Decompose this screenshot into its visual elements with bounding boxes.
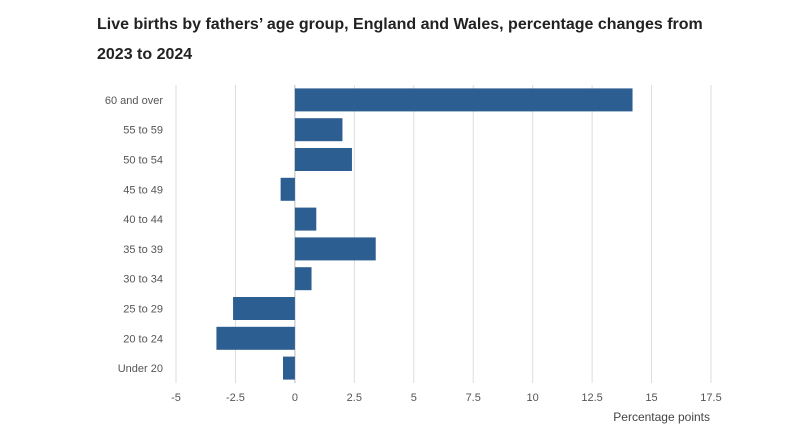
category-label: Under 20: [118, 363, 163, 375]
bar: [294, 118, 343, 142]
category-label: 55 to 59: [123, 125, 163, 137]
category-label: 35 to 39: [123, 244, 163, 256]
x-tick-label: 10: [527, 392, 539, 404]
category-label: 50 to 54: [123, 155, 163, 167]
x-tick-label: 0: [292, 392, 298, 404]
x-tick-label: 15: [645, 392, 657, 404]
bar: [294, 207, 317, 231]
category-label: 60 and over: [105, 95, 163, 107]
bar: [294, 88, 633, 112]
bar: [294, 267, 312, 291]
bar: [294, 148, 352, 171]
bar: [280, 177, 295, 201]
bar: [294, 237, 376, 261]
x-tick-label: 17.5: [700, 392, 721, 404]
category-label: 20 to 24: [123, 333, 163, 345]
category-label: 25 to 29: [123, 304, 163, 316]
bars: [216, 88, 633, 380]
chart-title: Live births by fathers’ age group, Engla…: [97, 16, 703, 63]
bar: [283, 356, 295, 380]
category-label: 45 to 49: [123, 184, 163, 196]
x-tick-label: -5: [171, 392, 181, 404]
category-label: 40 to 44: [123, 214, 163, 226]
category-label: 30 to 34: [123, 274, 163, 286]
x-tick-labels: -5 -2.5 0 2.5 5 7.5 10 12.5 15 17.5: [171, 392, 722, 404]
x-tick-label: -2.5: [226, 392, 245, 404]
x-tick-label: 7.5: [466, 392, 481, 404]
bar: [216, 326, 295, 350]
bar: [233, 297, 295, 320]
x-tick-label: 2.5: [347, 392, 362, 404]
category-labels: 60 and over 55 to 59 50 to 54 45 to 49 40 to…: [105, 95, 163, 375]
x-tick-label: 5: [411, 392, 417, 404]
x-tick-label: 12.5: [581, 392, 602, 404]
x-axis-title: Percentage points: [613, 410, 710, 424]
